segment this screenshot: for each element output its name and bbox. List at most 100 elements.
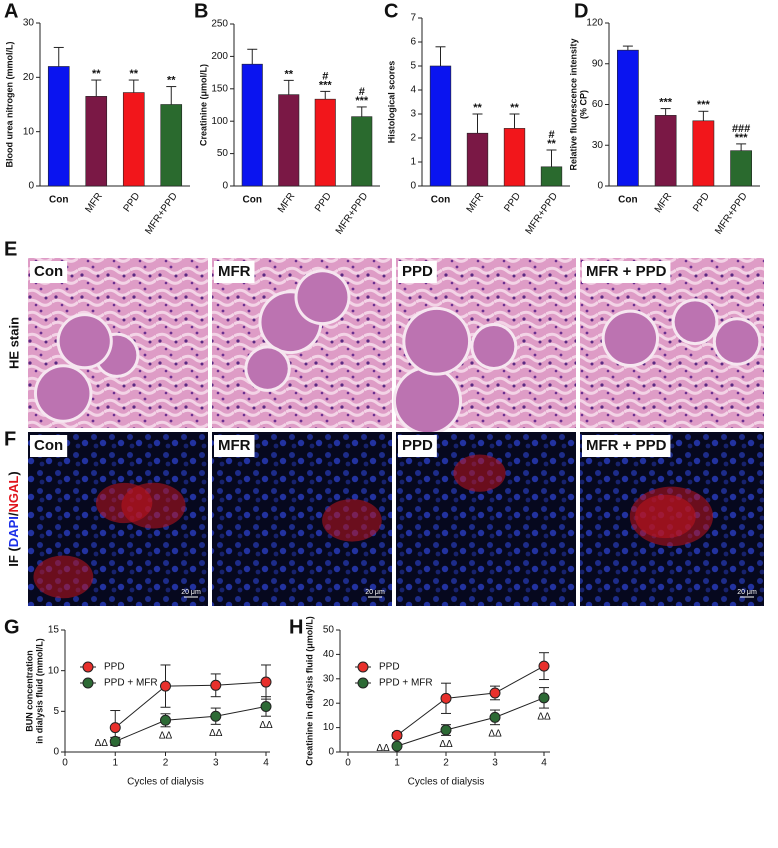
y-axis-label: BUN concentration: [24, 650, 34, 732]
y-axis-label: Histological scores: [386, 61, 396, 144]
data-point: [109, 722, 121, 734]
x-tick-label: 2: [163, 758, 169, 769]
x-tick-label: 0: [62, 758, 68, 769]
ngal-signal: [635, 494, 696, 539]
significance-label: **: [547, 138, 556, 150]
bar: [692, 120, 715, 187]
bar: [278, 94, 300, 187]
y-axis-label: in dialysis fluid (mmol/L): [34, 638, 44, 744]
significance-label: #: [359, 86, 365, 98]
image-label-bg: [30, 261, 68, 283]
panel-letter: A: [4, 0, 18, 22]
image-label-bg: [398, 435, 437, 457]
legend-marker: [82, 677, 94, 689]
panel-letter: C: [384, 0, 398, 22]
x-tick-label: MFR: [83, 191, 104, 215]
bar: [654, 115, 677, 187]
image-label: Con: [34, 263, 63, 280]
x-tick-label: Con: [431, 195, 450, 206]
x-tick-label: Con: [243, 195, 262, 206]
image-label-bg: [582, 261, 671, 283]
y-tick-label: 50: [217, 148, 229, 159]
legend-label: PPD + MFR: [104, 678, 158, 689]
x-tick-label: 4: [263, 758, 269, 769]
y-tick-label: 20: [23, 72, 35, 83]
x-tick-label: 0: [345, 758, 351, 769]
y-tick-label: 100: [211, 116, 228, 127]
glomerulus: [473, 326, 515, 367]
significance-label: **: [284, 68, 293, 80]
significance-label: **: [167, 74, 176, 86]
significance-label: ΔΔ: [95, 738, 109, 749]
bar: [730, 150, 752, 187]
significance-label: ΔΔ: [209, 728, 223, 739]
y-tick-label: 5: [410, 61, 416, 72]
y-tick-label: 0: [410, 181, 416, 192]
row-label-part: ): [6, 471, 21, 475]
significance-label: #: [548, 129, 554, 141]
panel-letter: E: [4, 238, 17, 260]
bar: [540, 166, 563, 187]
legend-marker: [357, 677, 369, 689]
row-label: IF (DAPI/NGAL): [6, 471, 21, 566]
glomerulus: [715, 320, 759, 363]
image-label-bg: [582, 435, 671, 457]
y-tick-label: 2: [410, 133, 416, 144]
legend-marker: [82, 661, 94, 673]
data-point: [391, 729, 403, 741]
series-line: [396, 697, 545, 747]
data-point: [260, 676, 272, 688]
significance-label: ***: [355, 95, 369, 107]
x-tick-label: 2: [443, 758, 449, 769]
panel-letter: B: [194, 0, 208, 22]
significance-label: **: [92, 68, 101, 80]
significance-label: **: [129, 68, 138, 80]
x-tick-label: 4: [541, 758, 547, 769]
significance-label: ΔΔ: [439, 739, 453, 750]
panel-letter: H: [289, 616, 303, 638]
glomerulus: [395, 369, 460, 433]
glomerulus: [297, 272, 348, 323]
y-tick-label: 4: [410, 85, 416, 96]
bar: [617, 49, 639, 187]
y-tick-label: 1: [410, 157, 416, 168]
significance-label: ΔΔ: [537, 712, 551, 723]
significance-label: ***: [319, 79, 333, 91]
y-axis-label: Blood urea nitrogen (mmol/L): [4, 42, 14, 168]
significance-label: ***: [697, 99, 711, 111]
y-tick-label: 10: [48, 665, 60, 676]
scale-bar-label: 20 μm: [365, 589, 385, 596]
data-point: [210, 679, 222, 691]
y-axis-label: Relative fluorescence intensity: [568, 38, 578, 170]
y-tick-label: 20: [323, 698, 335, 709]
y-tick-label: 30: [23, 18, 35, 29]
y-tick-label: 0: [28, 181, 34, 192]
ngal-signal: [322, 499, 382, 542]
significance-label: **: [510, 102, 519, 114]
significance-label: ΔΔ: [159, 730, 173, 741]
significance-label: ###: [732, 123, 750, 135]
bar: [314, 98, 336, 187]
bar: [466, 132, 489, 187]
y-tick-label: 10: [323, 722, 335, 733]
row-label-part: NGAL: [6, 476, 21, 513]
x-axis-label: Cycles of dialysis: [127, 777, 204, 788]
data-point: [391, 740, 403, 752]
y-tick-label: 40: [323, 649, 335, 660]
data-point: [489, 711, 501, 723]
x-tick-label: MFR: [276, 191, 297, 215]
y-axis-label: Creatinine in dialysis fluid (μmol/L): [304, 616, 314, 766]
significance-label: ***: [735, 132, 749, 144]
image-label: Con: [34, 437, 63, 454]
x-tick-label: MFR+PPD: [713, 191, 750, 237]
bar: [85, 96, 108, 187]
row-label: HE stain: [6, 317, 21, 369]
y-tick-label: 60: [592, 99, 604, 110]
x-tick-label: MFR+PPD: [143, 191, 180, 237]
ngal-signal: [121, 482, 186, 529]
glomerulus: [674, 301, 716, 343]
image-label: PPD: [402, 437, 433, 454]
y-tick-label: 0: [222, 181, 228, 192]
series-line: [114, 681, 267, 728]
